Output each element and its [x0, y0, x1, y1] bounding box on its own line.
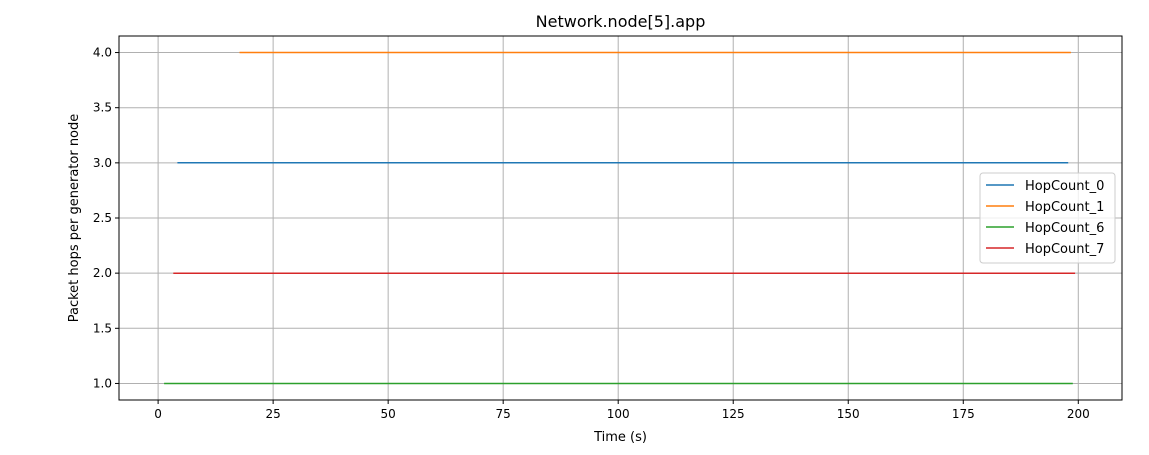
x-tick-label: 150	[837, 407, 860, 421]
x-tick-label: 25	[265, 407, 280, 421]
legend-box	[979, 172, 1116, 264]
legend-label: HopCount_7	[1025, 242, 1104, 257]
chart-title: Network.node[5].app	[536, 12, 706, 31]
legend-label: HopCount_6	[1025, 221, 1104, 236]
grid-layer	[119, 36, 1122, 400]
legend: HopCount_0 HopCount_1 HopCount_6 HopCount_7	[979, 172, 1116, 264]
x-tick-label: 200	[1067, 407, 1090, 421]
legend-label: HopCount_0	[1025, 179, 1104, 194]
x-axis-label: Time (s)	[593, 430, 647, 445]
legend-label: HopCount_1	[1025, 200, 1104, 215]
y-tick-label: 1.5	[93, 321, 112, 335]
x-tick-label: 0	[154, 407, 162, 421]
y-tick-label: 1.0	[93, 376, 112, 390]
y-tick-label: 2.5	[93, 211, 112, 225]
series-layer	[164, 51, 1076, 385]
ticks-layer: 0 25 50 75 100 125 150 175 200 1.0 1.5 2.0 2.5 3.0 3.5…	[93, 46, 1090, 421]
y-tick-label: 4.0	[93, 46, 112, 60]
y-axis-label: Packet hops per generator node	[67, 114, 82, 323]
x-tick-label: 175	[952, 407, 975, 421]
x-tick-label: 50	[381, 407, 396, 421]
x-tick-label: 125	[722, 407, 745, 421]
y-tick-label: 3.0	[93, 156, 112, 170]
y-tick-label: 2.0	[93, 266, 112, 280]
y-tick-label: 3.5	[93, 101, 112, 115]
x-tick-label: 75	[496, 407, 511, 421]
x-tick-label: 100	[607, 407, 630, 421]
